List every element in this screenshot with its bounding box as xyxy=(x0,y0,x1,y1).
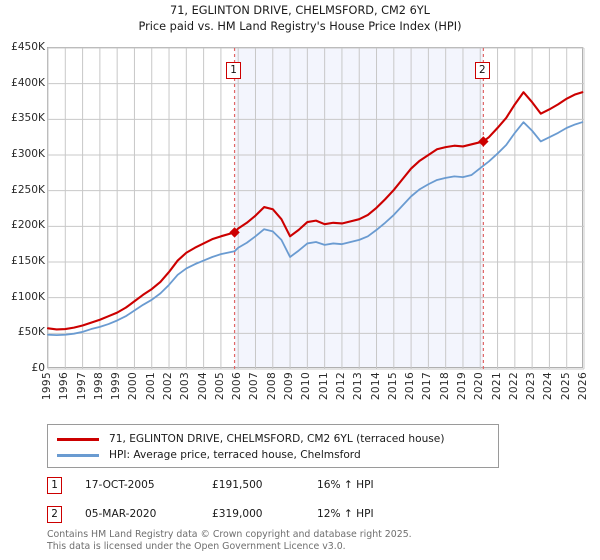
transaction-date-1: 17-OCT-2005 xyxy=(85,479,155,491)
y-axis-tick: £400K xyxy=(11,76,45,89)
transaction-price-2: £319,000 xyxy=(212,508,263,520)
x-axis-tick: 2011 xyxy=(317,372,330,401)
footer-line-1: Contains HM Land Registry data © Crown c… xyxy=(47,529,412,540)
footer-attribution: Contains HM Land Registry data © Crown c… xyxy=(47,529,587,552)
x-axis-tick: 1995 xyxy=(41,372,53,401)
y-axis-tick: £50K xyxy=(17,326,45,339)
x-axis-tick: 2000 xyxy=(127,372,140,401)
legend-item-property: 71, EGLINTON DRIVE, CHELMSFORD, CM2 6YL … xyxy=(48,431,498,447)
x-axis-tick: 1998 xyxy=(92,372,105,401)
x-axis-tick: 2018 xyxy=(438,372,451,401)
chart-legend: 71, EGLINTON DRIVE, CHELMSFORD, CM2 6YL … xyxy=(47,424,499,468)
x-axis-tick: 2024 xyxy=(542,372,555,401)
x-axis-tick: 2020 xyxy=(473,372,486,401)
series-lines xyxy=(46,48,584,369)
y-axis-tick: £250K xyxy=(11,183,45,196)
footer-line-2: This data is licensed under the Open Gov… xyxy=(47,540,346,552)
y-axis-tick: £150K xyxy=(11,255,45,267)
x-axis-tick: 2003 xyxy=(179,372,192,401)
annotation-marker-2[interactable]: 2 xyxy=(474,62,490,79)
x-axis-tick: 2013 xyxy=(352,372,365,401)
x-axis-tick: 2016 xyxy=(404,372,417,401)
table-row[interactable]: 1 17-OCT-2005 £191,500 16% ↑ HPI xyxy=(47,474,499,496)
page-subtitle: Price paid vs. HM Land Registry's House … xyxy=(138,20,462,33)
x-axis-tick: 2009 xyxy=(283,372,296,401)
transaction-price-1: £191,500 xyxy=(212,479,263,491)
y-axis-tick: £350K xyxy=(11,112,45,125)
legend-swatch-property xyxy=(57,437,99,441)
legend-label-hpi: HPI: Average price, terraced house, Chel… xyxy=(109,449,361,461)
x-axis-tick: 2019 xyxy=(455,372,468,401)
y-axis-tick: £100K xyxy=(11,290,45,303)
x-axis-tick: 2015 xyxy=(386,372,399,401)
page-title: 71, EGLINTON DRIVE, CHELMSFORD, CM2 6YL xyxy=(170,4,430,17)
x-axis-tick: 2010 xyxy=(300,372,313,401)
transaction-badge-1: 1 xyxy=(47,476,62,494)
x-axis-tick: 2021 xyxy=(490,372,503,401)
gridlines xyxy=(47,47,585,370)
x-axis-tick: 1997 xyxy=(75,372,88,401)
x-axis-tick: 2008 xyxy=(265,372,278,401)
plot-area xyxy=(46,47,585,370)
x-axis-tick: 2004 xyxy=(196,372,209,401)
x-axis-tick: 2026 xyxy=(577,372,589,401)
y-axis-tick: £300K xyxy=(11,148,45,160)
x-axis-tick: 2005 xyxy=(213,372,226,401)
table-row[interactable]: 2 05-MAR-2020 £319,000 12% ↑ HPI xyxy=(47,503,499,525)
legend-item-hpi: HPI: Average price, terraced house, Chel… xyxy=(48,447,498,463)
annotation-marker-1[interactable]: 1 xyxy=(226,62,242,79)
x-axis-tick: 1999 xyxy=(110,372,123,401)
x-axis-tick: 2002 xyxy=(162,372,175,401)
x-axis-tick: 2017 xyxy=(421,372,434,401)
x-axis-tick: 1996 xyxy=(58,372,71,401)
transaction-delta-2: 12% ↑ HPI xyxy=(317,508,374,520)
x-axis-tick: 2006 xyxy=(231,372,244,401)
y-axis-tick: £0 xyxy=(31,362,45,374)
x-axis-tick: 2012 xyxy=(334,372,347,401)
transaction-badge-2: 2 xyxy=(47,505,62,523)
y-axis-tick: £200K xyxy=(11,219,45,232)
legend-swatch-hpi xyxy=(57,453,99,457)
legend-label-property: 71, EGLINTON DRIVE, CHELMSFORD, CM2 6YL … xyxy=(109,433,445,445)
x-axis-tick: 2025 xyxy=(559,372,572,401)
y-axis-tick: £450K xyxy=(11,41,45,53)
x-axis-tick: 2014 xyxy=(369,372,382,401)
transaction-date-2: 05-MAR-2020 xyxy=(85,508,157,520)
chart-title-block: 71, EGLINTON DRIVE, CHELMSFORD, CM2 6YL … xyxy=(0,3,600,35)
x-axis-tick: 2007 xyxy=(248,372,261,401)
transaction-delta-1: 16% ↑ HPI xyxy=(317,479,374,491)
x-axis-tick: 2022 xyxy=(507,372,520,401)
x-axis-tick: 2001 xyxy=(144,372,157,401)
x-axis-tick: 2023 xyxy=(525,372,538,401)
